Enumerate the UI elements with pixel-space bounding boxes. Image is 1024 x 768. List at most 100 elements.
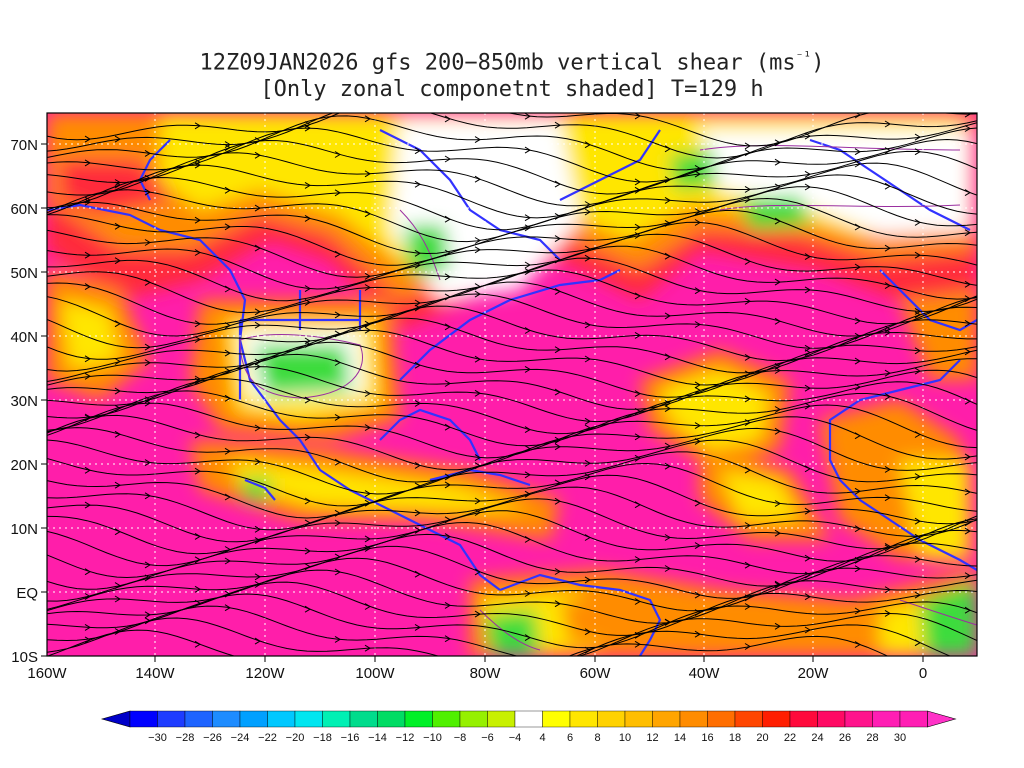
streamline xyxy=(47,533,977,590)
streamline-arrow xyxy=(304,214,311,222)
streamline xyxy=(47,474,977,531)
streamline-arrow xyxy=(224,557,231,565)
colorbar-swatch xyxy=(817,710,846,728)
streamline-arrow xyxy=(364,544,371,552)
streamline-arrow xyxy=(664,196,671,204)
streamline-arrow xyxy=(524,261,531,269)
streamline-arrow xyxy=(114,387,121,395)
streamline-arrow xyxy=(964,125,971,132)
streamline-arrow xyxy=(84,251,91,259)
streamline-arrow xyxy=(584,201,591,208)
streamline-arrow xyxy=(744,395,751,403)
streamline-arrow xyxy=(744,257,751,265)
streamline-arrow xyxy=(694,609,701,617)
colorbar-label: 4 xyxy=(539,732,545,744)
streamline-arrow xyxy=(554,436,561,444)
colorbar-label: −18 xyxy=(313,732,332,744)
colorbar-swatch xyxy=(789,710,818,728)
lon-label: 120W xyxy=(245,665,285,682)
colorbar-label: 6 xyxy=(567,732,573,744)
colorbar-swatch xyxy=(514,710,543,728)
streamline-arrow xyxy=(224,349,231,357)
colorbar-swatch xyxy=(734,710,763,728)
streamline-arrow xyxy=(84,501,91,509)
streamline-arrow xyxy=(444,601,451,609)
streamline-arrow xyxy=(774,217,781,225)
streamline-arrow xyxy=(694,381,701,389)
lon-label: 40W xyxy=(689,665,721,682)
streamline-arrow xyxy=(114,222,121,230)
streamline-arrow xyxy=(304,563,311,571)
streamline-arrow xyxy=(634,640,641,648)
streamline-arrow xyxy=(884,609,891,617)
streamline-arrow xyxy=(224,144,231,152)
colorbar-swatch xyxy=(542,710,571,728)
colorbar-label: −30 xyxy=(148,732,167,744)
streamline-arrow xyxy=(304,396,311,404)
streamline-arrow xyxy=(524,224,531,232)
colorbar-label: 20 xyxy=(756,732,768,744)
map-title: 12Z09JAN2026 gfs 200−850mb vertical shea… xyxy=(0,44,1024,103)
streamline-arrow xyxy=(914,591,921,599)
streamline-arrow xyxy=(84,372,91,380)
streamline-arrow xyxy=(804,170,811,178)
streamline-arrow xyxy=(804,183,811,191)
colorbar-swatch xyxy=(899,710,928,728)
streamline-arrow xyxy=(524,214,531,222)
streamline-arrow xyxy=(334,519,341,527)
streamline-arrow xyxy=(664,353,671,361)
streamline-arrow xyxy=(114,135,121,143)
streamline xyxy=(47,329,977,386)
latitude-labels: 70N 60N 50N 40N 30N 20N 10N EQ 10S xyxy=(10,137,38,666)
streamline-arrow xyxy=(634,390,641,398)
streamline-arrow xyxy=(224,141,231,149)
streamline-arrow xyxy=(914,517,921,525)
streamline-arrow xyxy=(364,390,371,397)
colorbar-label: 28 xyxy=(866,732,878,744)
streamline-arrow xyxy=(744,196,751,204)
streamline-arrow xyxy=(84,283,91,291)
title-line-1: 12Z09JAN2026 gfs 200−850mb vertical shea… xyxy=(199,50,825,76)
streamline-arrow xyxy=(774,580,781,588)
streamline-arrow xyxy=(854,357,861,365)
streamline-arrow xyxy=(634,501,641,509)
streamline-arrow xyxy=(634,433,641,441)
streamline-arrow xyxy=(884,542,891,550)
streamline xyxy=(47,378,977,435)
streamline-arrow xyxy=(364,499,371,507)
streamline xyxy=(47,366,977,423)
streamline xyxy=(47,127,977,183)
colorbar-swatch xyxy=(239,710,268,728)
streamline-arrow xyxy=(884,147,891,155)
streamline-arrow xyxy=(144,239,151,246)
streamline-arrow xyxy=(774,139,781,147)
streamline-arrow xyxy=(114,481,121,489)
streamline xyxy=(47,138,977,195)
streamline-arrow xyxy=(334,285,341,293)
streamline-arrow xyxy=(474,237,481,244)
lon-label: 0 xyxy=(919,665,927,682)
colorbar-swatch xyxy=(404,710,433,728)
streamline-arrow xyxy=(664,565,671,572)
streamline xyxy=(47,233,977,290)
streamline-arrow xyxy=(304,298,311,306)
streamline-arrow xyxy=(584,459,591,467)
streamline-arrow xyxy=(114,179,121,186)
streamline-arrow xyxy=(194,320,201,328)
streamline-arrow xyxy=(884,369,891,377)
streamline-arrow xyxy=(584,355,591,363)
streamline-arrow xyxy=(304,433,311,441)
streamline xyxy=(47,439,977,495)
colorbar-swatch xyxy=(267,710,296,728)
streamline-arrow xyxy=(694,422,701,430)
streamline-arrow xyxy=(854,263,861,271)
streamline-arrow xyxy=(914,148,921,156)
streamline-arrow xyxy=(884,244,891,252)
streamline-arrow xyxy=(474,610,481,618)
streamline-arrow xyxy=(84,593,91,600)
streamline-arrow xyxy=(694,437,701,445)
streamline-arrow xyxy=(334,458,341,466)
streamline-arrow xyxy=(414,261,421,269)
streamline-arrow xyxy=(224,394,231,402)
streamline-arrow xyxy=(884,544,891,552)
